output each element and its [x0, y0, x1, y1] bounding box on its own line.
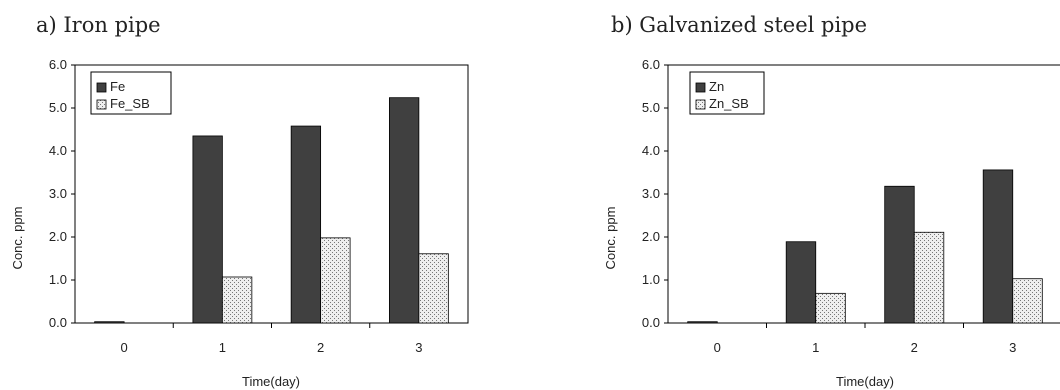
y-tick-label: 4.0 [49, 143, 67, 158]
bar-zn-day-0 [687, 321, 718, 324]
y-tick-label: 2.0 [49, 229, 67, 244]
bar-fe-sb-day-1 [221, 276, 253, 324]
bar-fe-sb-day-3 [418, 253, 449, 324]
legend: Zn Zn_SB [689, 71, 765, 115]
x-axis-label: Time(day) [242, 374, 300, 389]
bar-fe-sb-day-2 [320, 237, 351, 324]
y-tick-label: 5.0 [49, 100, 67, 115]
y-tick-label: 6.0 [49, 57, 67, 72]
x-tick-label: 2 [911, 340, 918, 355]
x-tick-label: 3 [415, 340, 422, 355]
legend-label-fe-sb: Fe_SB [110, 96, 150, 111]
x-tick-label: 1 [219, 340, 226, 355]
x-tick-label: 2 [317, 340, 324, 355]
x-tick-label: 0 [121, 340, 128, 355]
y-tick-label: 5.0 [642, 100, 660, 115]
x-tick-label: 0 [714, 340, 721, 355]
x-tick-label: 1 [812, 340, 819, 355]
bar-fe-day-1 [192, 135, 223, 324]
y-tick-label: 1.0 [642, 272, 660, 287]
y-tick-label: 3.0 [642, 186, 660, 201]
y-tick-label: 1.0 [49, 272, 67, 287]
y-tick-label: 4.0 [642, 143, 660, 158]
bar-zn-sb-day-2 [913, 231, 945, 324]
legend-label-zn: Zn [709, 79, 724, 94]
y-tick-label: 2.0 [642, 229, 660, 244]
bar-zn-sb-day-1 [815, 292, 846, 324]
bar-zn-sb-day-3 [1012, 278, 1043, 324]
bar-fe-day-2 [290, 125, 322, 324]
y-tick-label: 0.0 [642, 315, 660, 330]
legend-swatch-zn [695, 82, 706, 93]
legend-label-zn-sb: Zn_SB [709, 96, 749, 111]
chart-title: b) Galvanized steel pipe [611, 13, 867, 37]
bar-fe-day-3 [388, 97, 420, 324]
legend-swatch-fe [96, 82, 107, 93]
chart-panel-iron-pipe: a) Iron pipe Conc. ppm Time(day) Fe Fe_S… [10, 13, 469, 389]
bar-zn-day-3 [982, 169, 1014, 324]
legend-swatch-zn-sb [695, 99, 706, 110]
y-tick-label: 6.0 [642, 57, 660, 72]
bar-zn-day-1 [785, 241, 817, 324]
y-axis-label: Conc. ppm [10, 207, 25, 270]
legend: Fe Fe_SB [90, 71, 172, 115]
bar-fe-day-0 [94, 321, 125, 324]
x-tick-label: 3 [1009, 340, 1016, 355]
chart-title: a) Iron pipe [36, 13, 161, 37]
y-tick-label: 3.0 [49, 186, 67, 201]
y-tick-label: 0.0 [49, 315, 67, 330]
y-axis-label: Conc. ppm [603, 207, 618, 270]
x-axis-label: Time(day) [836, 374, 894, 389]
chart-panel-galvanized-steel-pipe: b) Galvanized steel pipe Conc. ppm Time(… [603, 13, 1060, 389]
legend-swatch-fe-sb [96, 99, 107, 110]
bar-zn-day-2 [884, 185, 915, 324]
legend-label-fe: Fe [110, 79, 125, 94]
